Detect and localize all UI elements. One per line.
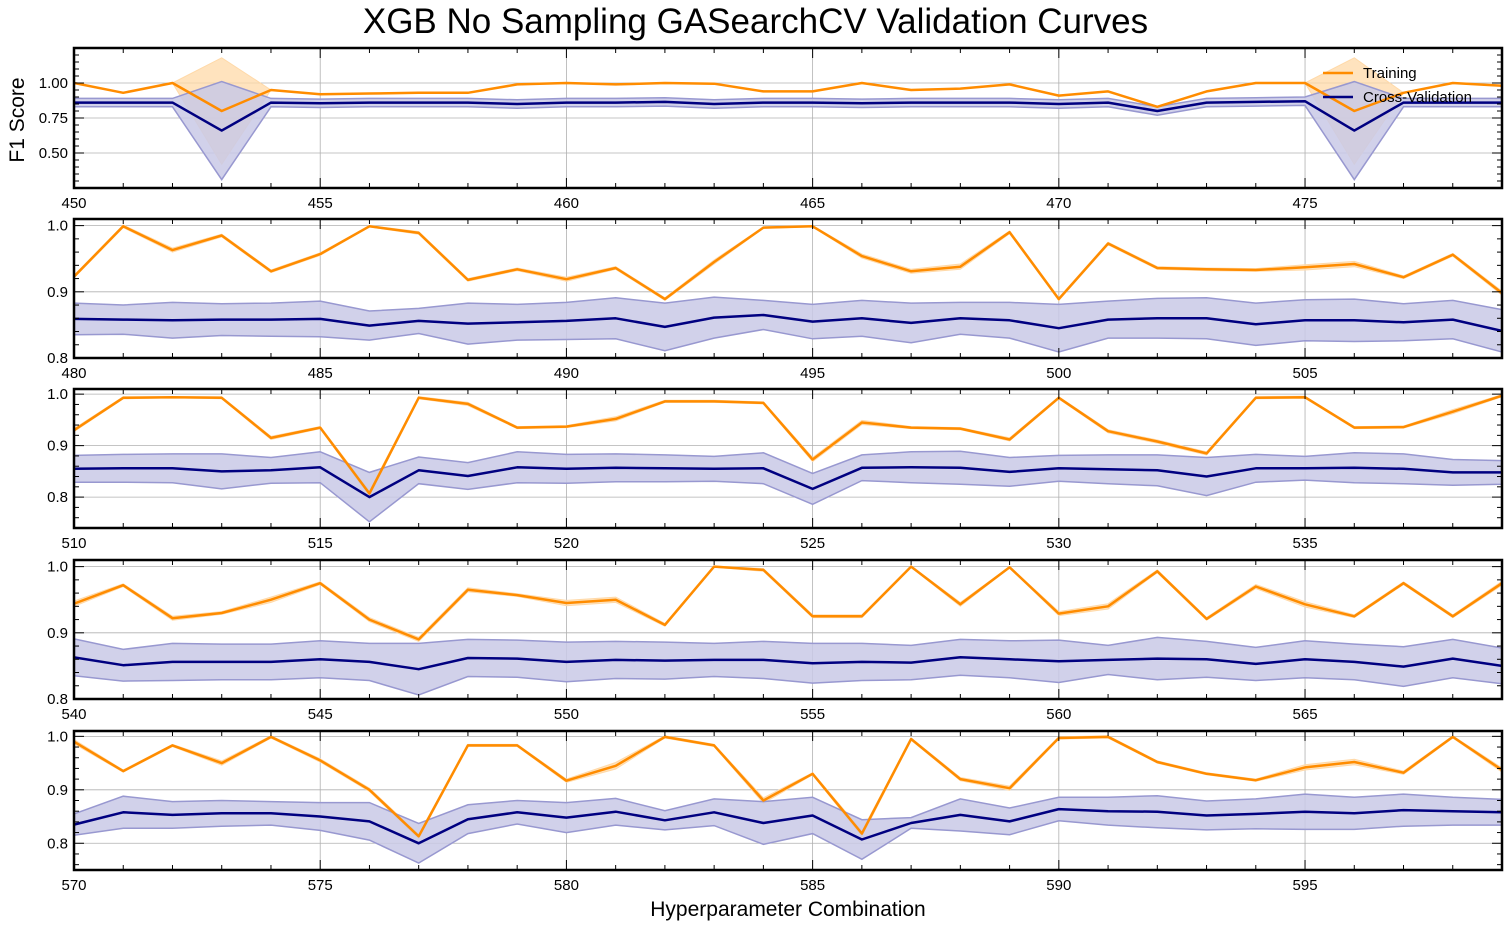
cv-line xyxy=(74,466,1502,499)
y-tick-label: 0.75 xyxy=(39,110,68,127)
x-tick-label: 535 xyxy=(1293,535,1318,552)
y-tick-label: 1.00 xyxy=(39,75,68,92)
panel-5: 570 575 580 585 590 595 0.8 0.9 1.0 xyxy=(47,728,1504,894)
x-tick-label: 560 xyxy=(1046,706,1071,723)
x-tick-label: 450 xyxy=(61,195,86,212)
plot-area xyxy=(74,57,1502,181)
cv-line xyxy=(74,807,1502,845)
y-tick-label: 1.0 xyxy=(47,728,68,745)
x-tick-label: 565 xyxy=(1293,706,1318,723)
x-tick-label: 470 xyxy=(1046,195,1071,212)
panel-frame xyxy=(72,729,1504,872)
cv-band xyxy=(74,636,1502,696)
x-tick-label: 455 xyxy=(308,195,333,212)
training-line xyxy=(74,81,1502,113)
x-tick-label: 480 xyxy=(61,365,86,382)
panel-frame xyxy=(72,558,1504,701)
cv-line xyxy=(74,99,1502,132)
x-tick-label: 575 xyxy=(308,877,333,894)
x-tick-label: 555 xyxy=(800,706,825,723)
x-tick-label: 550 xyxy=(554,706,579,723)
x-tick-label: 570 xyxy=(61,877,86,894)
x-tick-label: 510 xyxy=(61,535,86,552)
x-tick-label: 540 xyxy=(61,706,86,723)
panel-frame xyxy=(72,217,1504,360)
y-tick-label: 0.50 xyxy=(39,145,68,162)
y-tick-label: 0.8 xyxy=(47,691,68,708)
x-tick-label: 495 xyxy=(800,365,825,382)
x-tick-label: 525 xyxy=(800,535,825,552)
cv-line xyxy=(74,313,1502,333)
cv-band xyxy=(74,80,1502,181)
x-tick-label: 520 xyxy=(554,535,579,552)
training-line xyxy=(74,225,1502,301)
y-tick-label: 1.0 xyxy=(47,386,68,403)
cv-band xyxy=(74,296,1502,353)
x-tick-label: 590 xyxy=(1046,877,1071,894)
x-tick-label: 485 xyxy=(308,365,333,382)
plot-area xyxy=(74,735,1502,864)
y-tick-label: 0.9 xyxy=(47,438,68,455)
training-band xyxy=(74,565,1502,642)
x-tick-label: 475 xyxy=(1293,195,1318,212)
y-tick-label: 0.8 xyxy=(47,835,68,852)
panel-frame xyxy=(72,46,1504,190)
y-tick-label: 1.0 xyxy=(47,559,68,576)
x-tick-label: 530 xyxy=(1046,535,1071,552)
panel-1: 450 455 460 465 470 475 0.50 0.75 1.00 xyxy=(39,46,1504,212)
training-line xyxy=(74,394,1502,495)
training-line xyxy=(74,565,1502,641)
y-tick-label: 1.0 xyxy=(47,218,68,235)
cv-line xyxy=(74,656,1502,671)
chart-title: XGB No Sampling GASearchCV Validation Cu… xyxy=(362,2,1149,41)
panel-2: 480 485 490 495 500 505 0.8 0.9 1.0 xyxy=(47,217,1504,382)
x-tick-label: 545 xyxy=(308,706,333,723)
training-line xyxy=(74,735,1502,838)
plot-area xyxy=(74,394,1502,523)
panel-frame xyxy=(72,387,1504,530)
x-tick-label: 505 xyxy=(1293,365,1318,382)
cv-band xyxy=(74,450,1502,523)
legend-label-training: Training xyxy=(1363,65,1417,82)
x-tick-label: 515 xyxy=(308,535,333,552)
y-tick-label: 0.8 xyxy=(47,489,68,506)
panel-3: 510 515 520 525 530 535 0.8 0.9 1.0 xyxy=(47,386,1504,552)
x-tick-label: 490 xyxy=(554,365,579,382)
plot-area xyxy=(74,224,1502,353)
x-tick-label: 500 xyxy=(1046,365,1071,382)
x-tick-label: 580 xyxy=(554,877,579,894)
plot-area xyxy=(74,565,1502,696)
x-tick-label: 465 xyxy=(800,195,825,212)
y-tick-label: 0.9 xyxy=(47,625,68,642)
legend: Training Cross-Validation xyxy=(1323,65,1472,106)
cv-band xyxy=(74,793,1502,864)
y-tick-label: 0.8 xyxy=(47,350,68,367)
legend-label-cv: Cross-Validation xyxy=(1363,89,1472,106)
training-band xyxy=(74,57,1502,166)
training-band xyxy=(74,224,1502,302)
y-tick-label: 0.9 xyxy=(47,782,68,799)
x-tick-label: 460 xyxy=(554,195,579,212)
y-tick-label: 0.9 xyxy=(47,284,68,301)
x-axis-label: Hyperparameter Combination xyxy=(650,898,925,921)
panel-4: 540 545 550 555 560 565 0.8 0.9 1.0 xyxy=(47,558,1504,723)
y-axis-label: F1 Score xyxy=(6,77,29,162)
x-tick-label: 595 xyxy=(1293,877,1318,894)
x-tick-label: 585 xyxy=(800,877,825,894)
